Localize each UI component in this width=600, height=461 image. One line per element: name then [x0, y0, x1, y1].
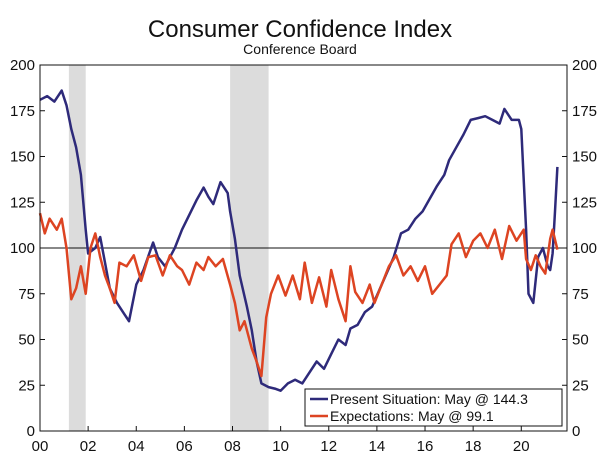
y-tick-label-right: 150 [572, 149, 597, 166]
y-tick-label-left: 50 [18, 332, 35, 349]
legend-label-present-situation: Present Situation: May @ 144.3 [330, 391, 528, 407]
y-tick-label-left: 0 [27, 423, 35, 440]
x-tick-label: 10 [272, 438, 289, 455]
y-axis-right: 0 25 50 75 100 125 150 175 200 [562, 57, 597, 440]
series-line-0 [39, 89, 559, 392]
y-tick-label-right: 0 [572, 423, 580, 440]
x-axis: 00 02 04 06 08 10 12 14 16 18 20 [32, 426, 530, 455]
y-axis-left: 0 25 50 75 100 125 150 175 200 [10, 57, 45, 440]
y-tick-label-left: 75 [18, 286, 35, 303]
y-tick-label-right: 125 [572, 194, 597, 211]
x-tick-label: 04 [128, 438, 145, 455]
x-tick-label: 06 [176, 438, 193, 455]
x-tick-label: 00 [32, 438, 49, 455]
series-lines [38, 89, 559, 392]
x-tick-label: 02 [80, 438, 97, 455]
y-tick-label-right: 75 [572, 286, 589, 303]
y-tick-label-left: 150 [10, 149, 35, 166]
x-tick-label: 14 [369, 438, 386, 455]
y-tick-label-left: 175 [10, 103, 35, 120]
x-tick-label: 12 [320, 438, 337, 455]
series-line-1 [38, 212, 559, 378]
x-tick-label: 20 [513, 438, 530, 455]
y-tick-label-right: 50 [572, 332, 589, 349]
y-tick-label-left: 125 [10, 194, 35, 211]
x-tick-label: 16 [417, 438, 434, 455]
y-tick-label-left: 200 [10, 57, 35, 74]
y-tick-label-right: 25 [572, 377, 589, 394]
y-tick-label-right: 100 [572, 240, 597, 257]
y-tick-label-right: 175 [572, 103, 597, 120]
chart-subtitle: Conference Board [243, 41, 357, 57]
legend-label-expectations: Expectations: May @ 99.1 [330, 408, 494, 424]
x-tick-label: 08 [224, 438, 241, 455]
legend-box [304, 388, 563, 427]
legend: Present Situation: May @ 144.3 Expectati… [304, 388, 563, 427]
x-tick-label: 18 [465, 438, 482, 455]
chart-title: Consumer Confidence Index [148, 16, 452, 43]
y-tick-label-left: 100 [10, 240, 35, 257]
y-tick-label-left: 25 [18, 377, 35, 394]
y-tick-label-right: 200 [572, 57, 597, 74]
